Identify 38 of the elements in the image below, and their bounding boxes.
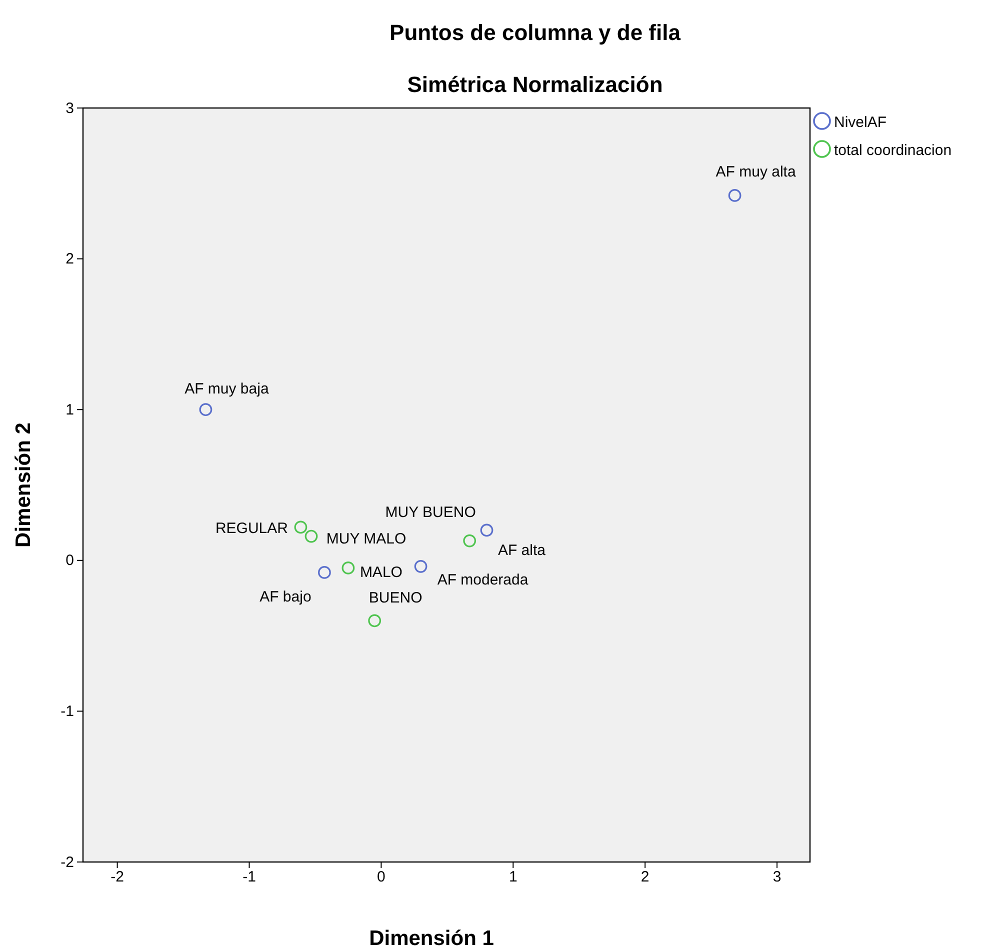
y-tick-label: 3	[66, 100, 74, 117]
annotation: AF alta	[498, 542, 546, 560]
point	[342, 562, 355, 574]
point	[304, 530, 318, 543]
annotation: MUY BUENO	[385, 504, 476, 521]
chart-title: Puntos de columna y de fila	[390, 20, 682, 45]
x-axis-title: Dimensión 1	[369, 927, 494, 950]
x-tick-label: -2	[110, 868, 124, 886]
annotation: BUENO	[368, 590, 422, 607]
y-tick-label: -1	[60, 703, 74, 720]
x-tick-label: 3	[772, 868, 782, 886]
point	[368, 614, 382, 628]
point	[199, 403, 212, 416]
x-tick-label: 2	[640, 868, 650, 886]
x-tick-label: -1	[242, 868, 256, 886]
point	[294, 520, 308, 534]
legend-label: total coordinacion	[834, 142, 952, 159]
chart-subtitle: Simétrica Normalización	[407, 72, 663, 97]
annotation: REGULAR	[215, 520, 288, 538]
annotation: AF moderada	[437, 571, 529, 588]
x-tick-label: 1	[508, 868, 518, 886]
point	[318, 566, 331, 579]
annotation: AF muy alta	[716, 163, 796, 180]
annotation: MUY MALO	[326, 530, 406, 548]
annotation: AF muy baja	[184, 380, 270, 398]
y-tick-label: -2	[60, 854, 74, 871]
point	[728, 189, 742, 202]
legend-label: NivelAF	[834, 114, 887, 131]
point	[480, 524, 494, 537]
point	[414, 560, 428, 573]
annotation: AF bajo	[260, 588, 312, 606]
y-tick-label: 1	[66, 401, 74, 418]
annotation: MALO	[360, 564, 402, 581]
y-axis-title: Dimensión 2	[12, 422, 35, 548]
y-tick-label: 0	[66, 552, 74, 570]
point	[463, 534, 476, 548]
y-tick-label: 2	[66, 250, 74, 268]
x-tick-label: 0	[377, 868, 386, 886]
